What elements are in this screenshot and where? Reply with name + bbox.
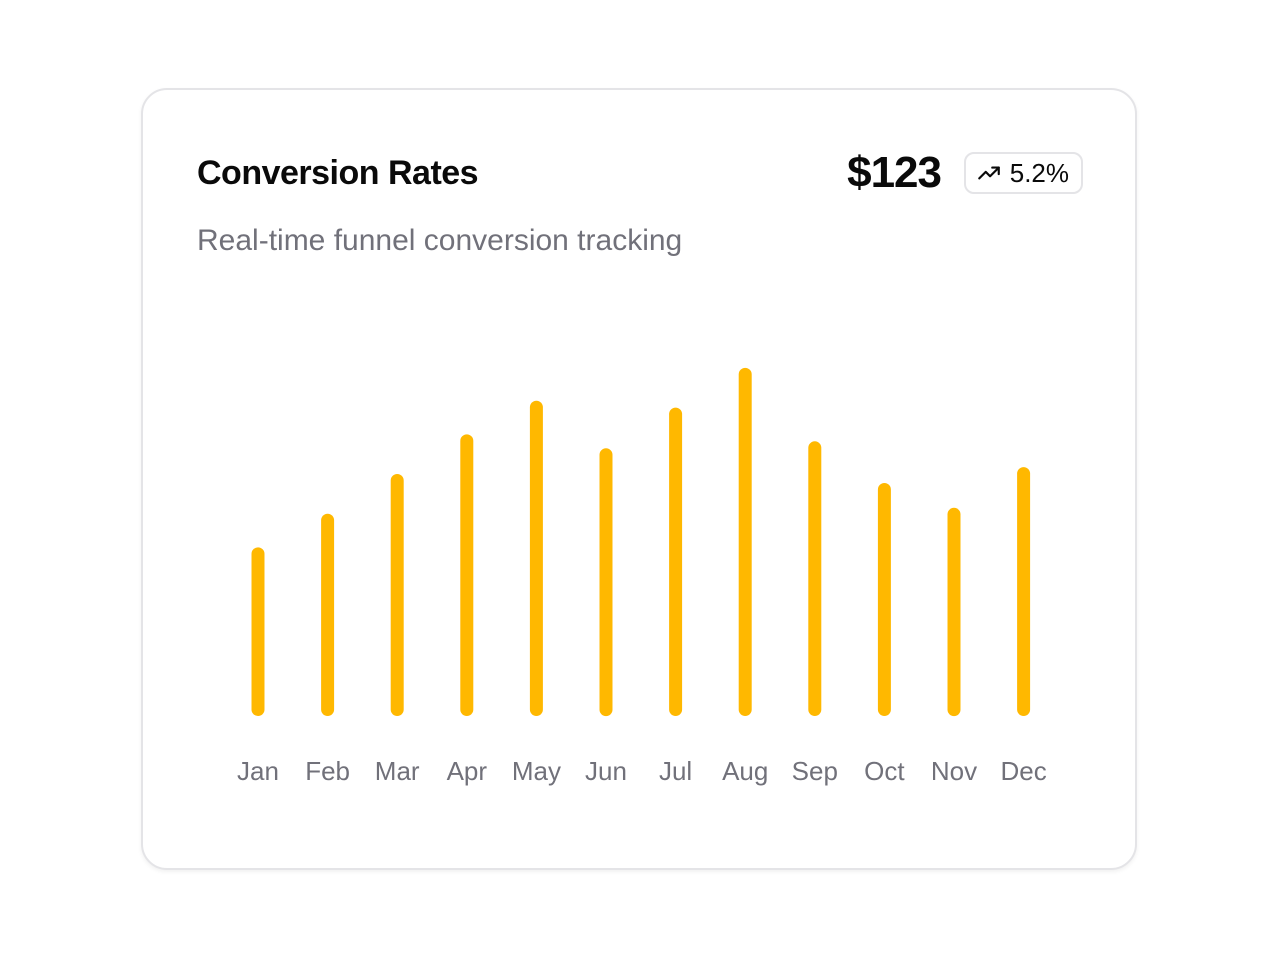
tick-label-aug: Aug — [722, 756, 768, 786]
bar-may — [529, 400, 543, 716]
bar-apr — [460, 434, 474, 716]
tick-label-apr: Apr — [447, 756, 488, 786]
bar-jan — [251, 547, 265, 716]
tick-label-nov: Nov — [931, 756, 977, 786]
bar-jun — [599, 448, 613, 717]
bars-group — [251, 367, 1031, 717]
tick-label-jan: Jan — [237, 756, 279, 786]
change-value: 5.2% — [1009, 157, 1069, 188]
trending-up-icon — [976, 160, 1002, 186]
total-value: $123 — [847, 148, 942, 197]
tick-label-sep: Sep — [792, 756, 838, 786]
conversion-rates-card: Conversion Rates Real-time funnel conver… — [141, 88, 1137, 870]
card-subtitle: Real-time funnel conversion tracking — [197, 224, 683, 257]
bar-sep — [808, 441, 822, 716]
tick-label-mar: Mar — [375, 756, 420, 786]
tick-label-may: May — [512, 756, 561, 786]
bar-dec — [1017, 467, 1031, 716]
bar-aug — [738, 367, 752, 716]
bar-jul — [669, 407, 683, 716]
tick-label-feb: Feb — [305, 756, 350, 786]
tick-label-jul: Jul — [659, 756, 692, 786]
card-title: Conversion Rates — [197, 154, 479, 192]
bar-nov — [947, 507, 961, 717]
change-badge: 5.2% — [963, 152, 1083, 194]
labels-group: Jan Feb Mar Apr May Jun Jul Aug Sep Oct Nov Dec — [237, 756, 1047, 786]
tick-label-oct: Oct — [864, 756, 905, 786]
bar-mar — [390, 474, 404, 716]
bar-oct — [877, 483, 891, 716]
bar-feb — [321, 513, 335, 716]
tick-label-dec: Dec — [1000, 756, 1046, 786]
bar-chart: Jan Feb Mar Apr May Jun Jul Aug Sep Oct Nov Dec — [237, 367, 1047, 786]
tick-label-jun: Jun — [585, 756, 627, 786]
